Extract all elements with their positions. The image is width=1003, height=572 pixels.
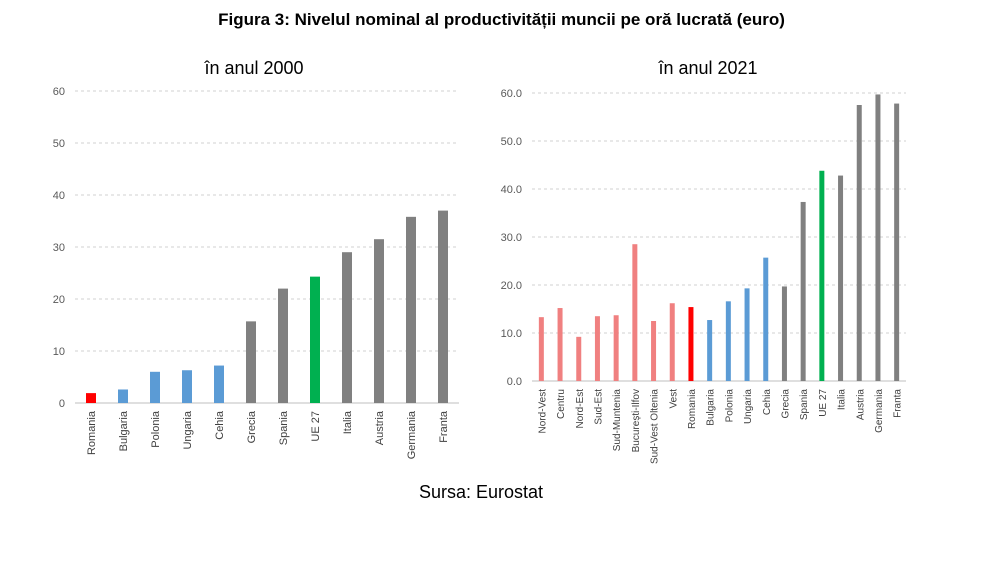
x-category-label: Polonia [150,410,162,448]
y-tick-label: 40.0 [501,184,522,196]
bar-franta [894,103,900,381]
x-category-label: Germania [406,410,418,459]
bar-sud-muntenia [613,315,619,381]
x-category-label: Sud-Muntenia [612,389,623,452]
bar-nord-vest [538,317,544,381]
chart-2021: în anul 2021 0.0 10.0 20.0 30.0 40.0 50.0 60.0… [501,58,906,464]
bar-grecia [246,321,256,403]
y-tick-label: 60 [53,86,65,98]
chart-title: în anul 2000 [203,58,303,78]
bar-romania [688,307,694,381]
bar-romania [86,393,96,403]
bar-bucure-ti-ilfov [632,244,638,381]
y-tick-label: 30 [53,242,65,254]
bar-nord-est [576,336,582,381]
x-category-label: UE 27 [818,389,829,417]
x-category-label: Austria [374,410,386,445]
x-category-label: Romania [687,389,698,429]
bar-ue-27 [819,170,825,381]
bar-bulgaria [707,320,713,381]
x-category-label: Nord-Est [575,389,586,429]
y-tick-label: 40 [53,190,65,202]
y-tick-label: 20 [53,294,65,306]
x-category-label: Germania [874,389,885,433]
bar-austria [856,105,862,381]
x-category-label: Franta [893,389,904,418]
bar-italia [838,175,844,381]
x-category-label: Grecia [246,410,258,443]
source-note: Sursa: Eurostat [418,482,544,502]
bar-germania [406,216,416,403]
y-tick-label: 0.0 [507,376,522,388]
y-tick-label: 20.0 [501,280,522,292]
bar-grecia [781,286,787,381]
bar-germania [875,94,881,381]
x-category-label: București-Ilfov [631,389,642,452]
x-category-label: UE 27 [310,411,322,442]
bar-franta [438,210,448,403]
bar-ue-27 [310,276,320,403]
y-tick-label: 30.0 [501,232,522,244]
y-tick-label: 10 [53,346,65,358]
y-tick-label: 50.0 [501,136,522,148]
y-tick-label: 50 [53,138,65,150]
bar-italia [342,252,352,403]
bar-polonia [150,371,160,403]
y-tick-label: 60.0 [501,88,522,100]
figure-title: Figura 3: Nivelul nominal al productivit… [218,10,785,29]
bar-cehia [214,365,224,403]
x-category-label: Cehia [762,389,773,416]
bar-austria [374,239,384,403]
y-tick-label: 10.0 [501,328,522,340]
x-category-label: Italia [837,389,848,411]
bar-polonia [725,301,731,381]
bar-ungaria [182,370,192,403]
bar-centru [557,308,563,381]
x-category-label: Spania [278,410,290,445]
x-category-label: Ungaria [182,410,194,449]
x-category-label: Bulgaria [118,410,130,451]
x-category-label: Nord-Vest [537,389,548,434]
x-category-label: Ungaria [743,389,754,424]
chart-2000: în anul 2000 0 10 20 30 40 50 60 Romania Bulgari… [53,58,459,459]
x-category-label: Grecia [780,389,791,419]
x-category-label: Franta [438,410,450,443]
x-category-label: Polonia [724,389,735,423]
x-category-label: Spania [799,389,810,421]
x-category-label: Cehia [214,410,226,440]
x-category-label: Austria [855,389,866,421]
bar-ungaria [744,288,750,381]
x-category-label: Sud-Vest Oltenia [650,389,661,464]
bar-spania [278,288,288,403]
x-category-label: Sud-Est [593,389,604,425]
bar-sud-est [594,316,600,381]
x-category-label: Vest [668,389,679,409]
bar-sud-vest-oltenia [651,321,657,381]
bar-spania [800,201,806,381]
y-tick-label: 0 [59,398,65,410]
bar-vest [669,303,675,381]
x-category-label: Centru [556,389,567,419]
chart-title: în anul 2021 [657,58,757,78]
x-category-label: Bulgaria [706,389,717,426]
bar-cehia [763,257,769,381]
bar-bulgaria [118,389,128,403]
x-category-label: Romania [86,410,98,455]
x-category-label: Italia [342,410,354,434]
